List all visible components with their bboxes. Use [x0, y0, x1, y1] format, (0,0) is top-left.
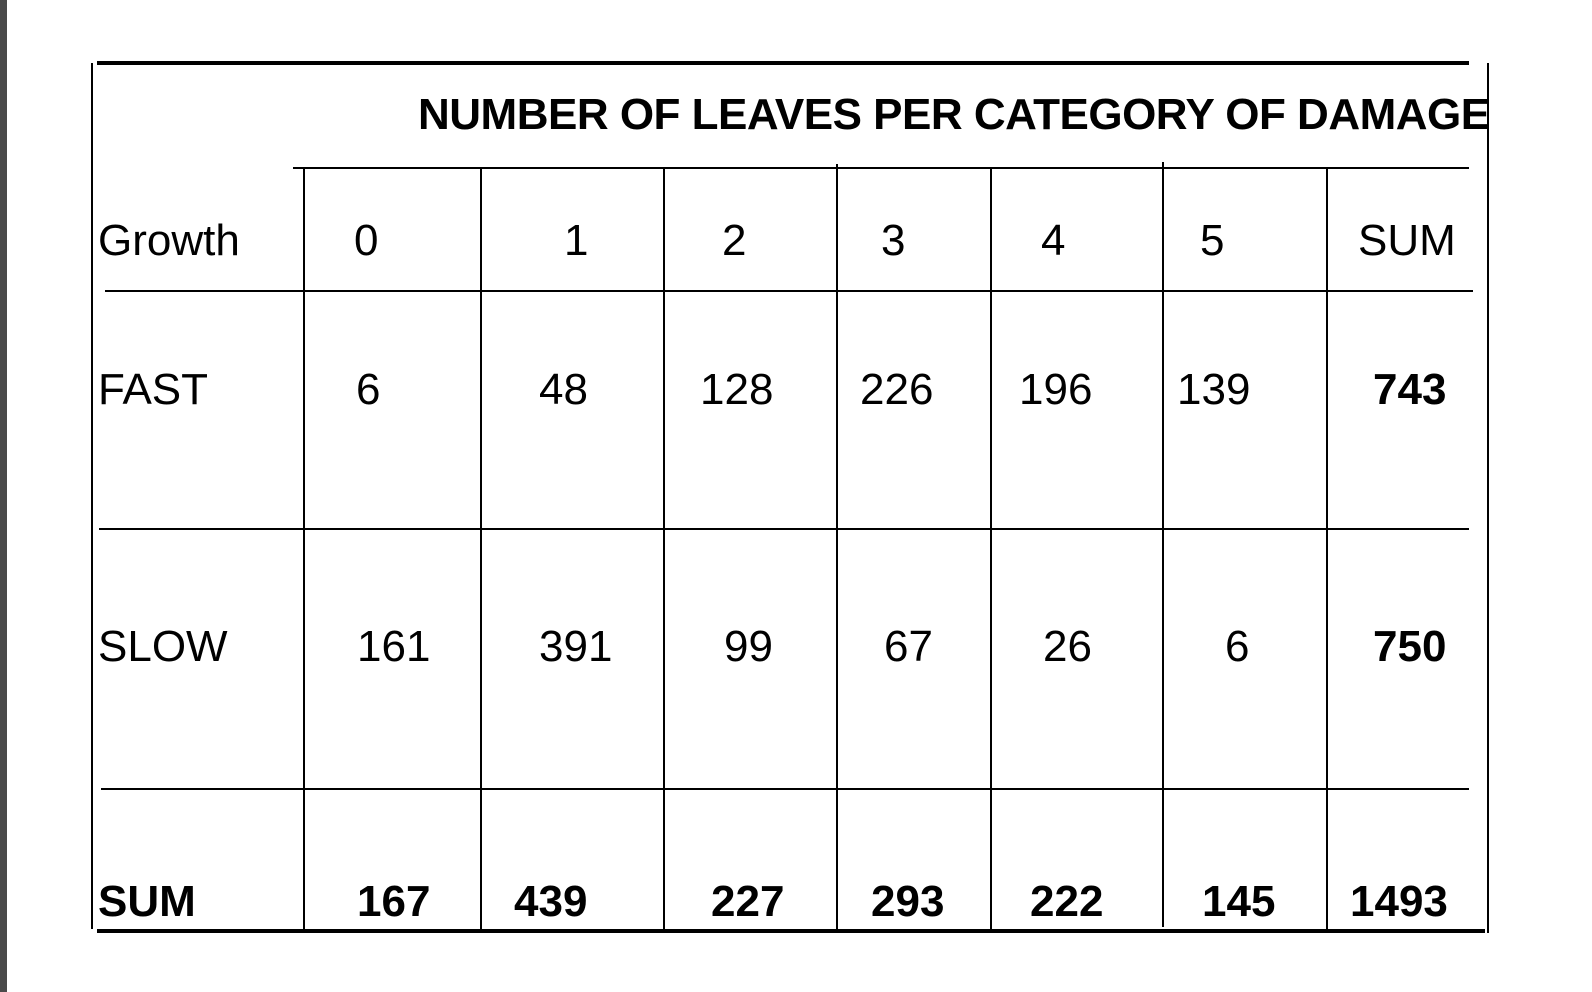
column-header: 5	[1200, 216, 1225, 265]
column-header: 3	[881, 216, 906, 265]
column-header: 4	[1041, 216, 1066, 265]
table-cell: 161	[357, 622, 431, 671]
column-divider	[480, 167, 482, 929]
row-label-slow: SLOW	[98, 622, 228, 671]
row-label-sum: SUM	[98, 877, 196, 926]
table-left-border	[91, 63, 93, 929]
row-label-fast: FAST	[98, 365, 209, 414]
viewer-left-edge	[0, 0, 7, 992]
table-cell: 139	[1177, 365, 1251, 414]
table-cell: 99	[724, 622, 773, 671]
column-divider	[1326, 167, 1328, 929]
table-right-border	[1487, 63, 1489, 933]
column-sum-cell: 222	[1030, 877, 1104, 926]
row-sum-cell: 750	[1373, 622, 1447, 671]
table-bottom-border	[97, 929, 1485, 933]
table-cell: 196	[1019, 365, 1093, 414]
row-divider	[105, 290, 1473, 292]
header-divider	[293, 167, 1469, 169]
column-divider	[990, 167, 992, 929]
table-cell: 6	[356, 365, 381, 414]
column-divider	[663, 167, 665, 929]
table-cell: 226	[860, 365, 934, 414]
column-sum-cell: 145	[1202, 877, 1276, 926]
column-divider	[1162, 162, 1164, 927]
table-cell: 26	[1043, 622, 1092, 671]
column-sum-cell: 167	[357, 877, 431, 926]
grand-total-cell: 1493	[1350, 877, 1448, 926]
column-divider	[836, 164, 838, 929]
row-sum-cell: 743	[1373, 365, 1447, 414]
column-header: 1	[564, 216, 589, 265]
row-divider	[101, 788, 1469, 790]
column-sum-cell: 293	[871, 877, 945, 926]
table-cell: 48	[539, 365, 588, 414]
table-cell: 391	[539, 622, 613, 671]
column-sum-cell: 227	[711, 877, 785, 926]
column-sum-cell: 439	[514, 877, 588, 926]
column-divider	[303, 167, 305, 929]
table-top-border	[97, 61, 1469, 65]
table-cell: 6	[1225, 622, 1250, 671]
column-header: 2	[722, 216, 747, 265]
column-header: SUM	[1358, 216, 1456, 265]
table-cell: 67	[884, 622, 933, 671]
row-divider	[99, 528, 1469, 530]
column-header: 0	[354, 216, 379, 265]
table-cell: 128	[700, 365, 774, 414]
row-header-label: Growth	[98, 216, 240, 265]
table-title: NUMBER OF LEAVES PER CATEGORY OF DAMAGE	[418, 90, 1490, 139]
